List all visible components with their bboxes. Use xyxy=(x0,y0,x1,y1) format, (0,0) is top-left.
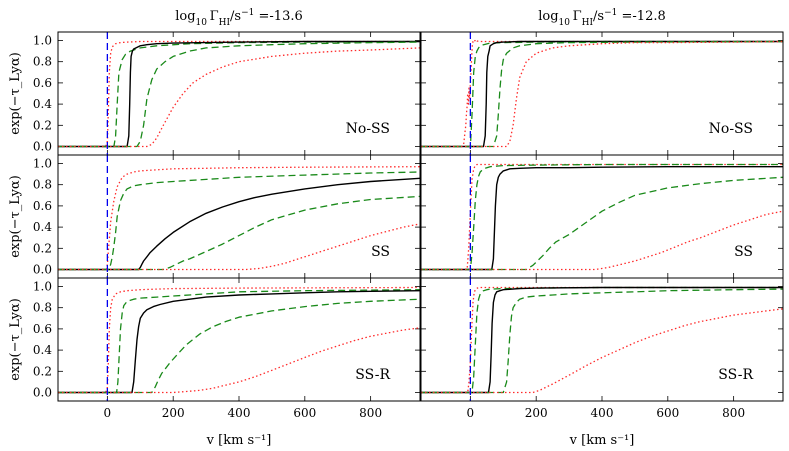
series-line-green-outer xyxy=(58,41,420,148)
series-group xyxy=(421,155,783,278)
y-axis-label: exp(−τ_Lyα) xyxy=(8,175,23,258)
panel-label: No-SS xyxy=(346,121,390,137)
series-group xyxy=(421,278,783,401)
y-axis-label: exp(−τ_Lyα) xyxy=(8,52,23,135)
y-tick-label: 0.2 xyxy=(33,241,52,255)
x-axis-label: v [km s⁻¹] xyxy=(206,433,272,448)
series-line-green-outer xyxy=(421,176,783,271)
x-tick-label: 600 xyxy=(656,406,679,420)
panel-label: SS-R xyxy=(355,367,390,383)
series-line-red-inner xyxy=(421,286,783,394)
y-tick-label: 0.8 xyxy=(33,301,52,315)
series-line-black xyxy=(58,177,420,271)
panel-frame xyxy=(420,154,784,279)
panel: 0 200 400 600 800 SS-R xyxy=(420,277,784,420)
panel: No-SS xyxy=(420,31,784,156)
series-line-green-outer xyxy=(421,288,783,394)
series-line-green-inner xyxy=(421,163,783,271)
series-line-black xyxy=(421,165,783,271)
series-line-green-inner xyxy=(58,289,420,394)
y-axis-label: exp(−τ_Lyα) xyxy=(8,298,23,381)
x-tick-label: 800 xyxy=(359,406,382,420)
series-line-red-inner xyxy=(58,286,420,394)
x-tick-label: 0 xyxy=(467,406,475,420)
x-tick-label: 400 xyxy=(228,406,251,420)
panel: 0.0 0.2 0.4 0.6 0.8 1.0 SS exp(−τ_Lyα) xyxy=(8,154,421,279)
series-line-black xyxy=(421,286,783,394)
panel-label: SS xyxy=(734,244,753,260)
series-line-black xyxy=(58,290,420,394)
column-title: log10 ΓHI/s−1 =-12.8 xyxy=(538,8,666,28)
x-tick-label: 800 xyxy=(722,406,745,420)
panel: 0.0 0.2 0.4 0.6 0.8 1.0 No-SS exp(−τ_Lyα) xyxy=(8,31,421,156)
series-line-red-inner xyxy=(421,39,783,148)
x-tick-label: 200 xyxy=(525,406,548,420)
x-tick-label: 400 xyxy=(591,406,614,420)
series-group xyxy=(421,32,783,155)
x-tick-label: 0 xyxy=(104,406,112,420)
column-title: log10 ΓHI/s−1 =-13.6 xyxy=(175,8,303,28)
panel: 0 200 400 600 800 0.0 0.2 0.4 0.6 0.8 1.0 SS-R exp(−… xyxy=(8,277,421,420)
series-line-red-outer xyxy=(58,47,420,148)
y-tick-label: 0.4 xyxy=(33,343,52,357)
series-line-green-outer xyxy=(58,298,420,394)
series-line-green-outer xyxy=(58,195,420,271)
series-group xyxy=(58,32,420,155)
y-tick-label: 0.4 xyxy=(33,97,52,111)
series-line-green-outer xyxy=(421,40,783,148)
panel-label: SS xyxy=(371,244,390,260)
y-tick-label: 0.6 xyxy=(33,76,52,90)
series-group xyxy=(58,278,420,401)
y-tick-label: 0.0 xyxy=(33,386,52,400)
panel-frame xyxy=(420,277,784,402)
y-tick-label: 0.0 xyxy=(33,140,52,154)
y-tick-label: 0.0 xyxy=(33,263,52,277)
y-tick-label: 1.0 xyxy=(33,33,52,47)
series-line-red-outer xyxy=(421,40,783,148)
y-tick-label: 1.0 xyxy=(33,156,52,170)
series-line-green-inner xyxy=(58,171,420,271)
x-tick-label: 600 xyxy=(293,406,316,420)
series-line-black xyxy=(58,40,420,148)
panel: SS xyxy=(420,154,784,279)
series-line-red-inner xyxy=(58,40,420,148)
x-tick-label: 200 xyxy=(162,406,185,420)
panel-label: No-SS xyxy=(709,121,753,137)
y-tick-label: 0.6 xyxy=(33,199,52,213)
y-tick-label: 0.8 xyxy=(33,178,52,192)
series-group xyxy=(58,155,420,278)
series-line-red-outer xyxy=(421,210,783,271)
y-tick-label: 1.0 xyxy=(33,279,52,293)
y-tick-label: 0.8 xyxy=(33,55,52,69)
y-tick-label: 0.4 xyxy=(33,220,52,234)
series-line-red-outer xyxy=(58,223,420,271)
panel-frame xyxy=(57,277,421,402)
y-tick-label: 0.6 xyxy=(33,322,52,336)
x-axis-label: v [km s⁻¹] xyxy=(569,433,635,448)
y-tick-label: 0.2 xyxy=(33,364,52,378)
series-line-black xyxy=(421,40,783,148)
series-line-red-outer xyxy=(58,327,420,394)
y-tick-label: 0.2 xyxy=(33,118,52,132)
series-line-red-outer xyxy=(421,308,783,394)
series-line-red-inner xyxy=(58,166,420,271)
panel-label: SS-R xyxy=(718,367,753,383)
